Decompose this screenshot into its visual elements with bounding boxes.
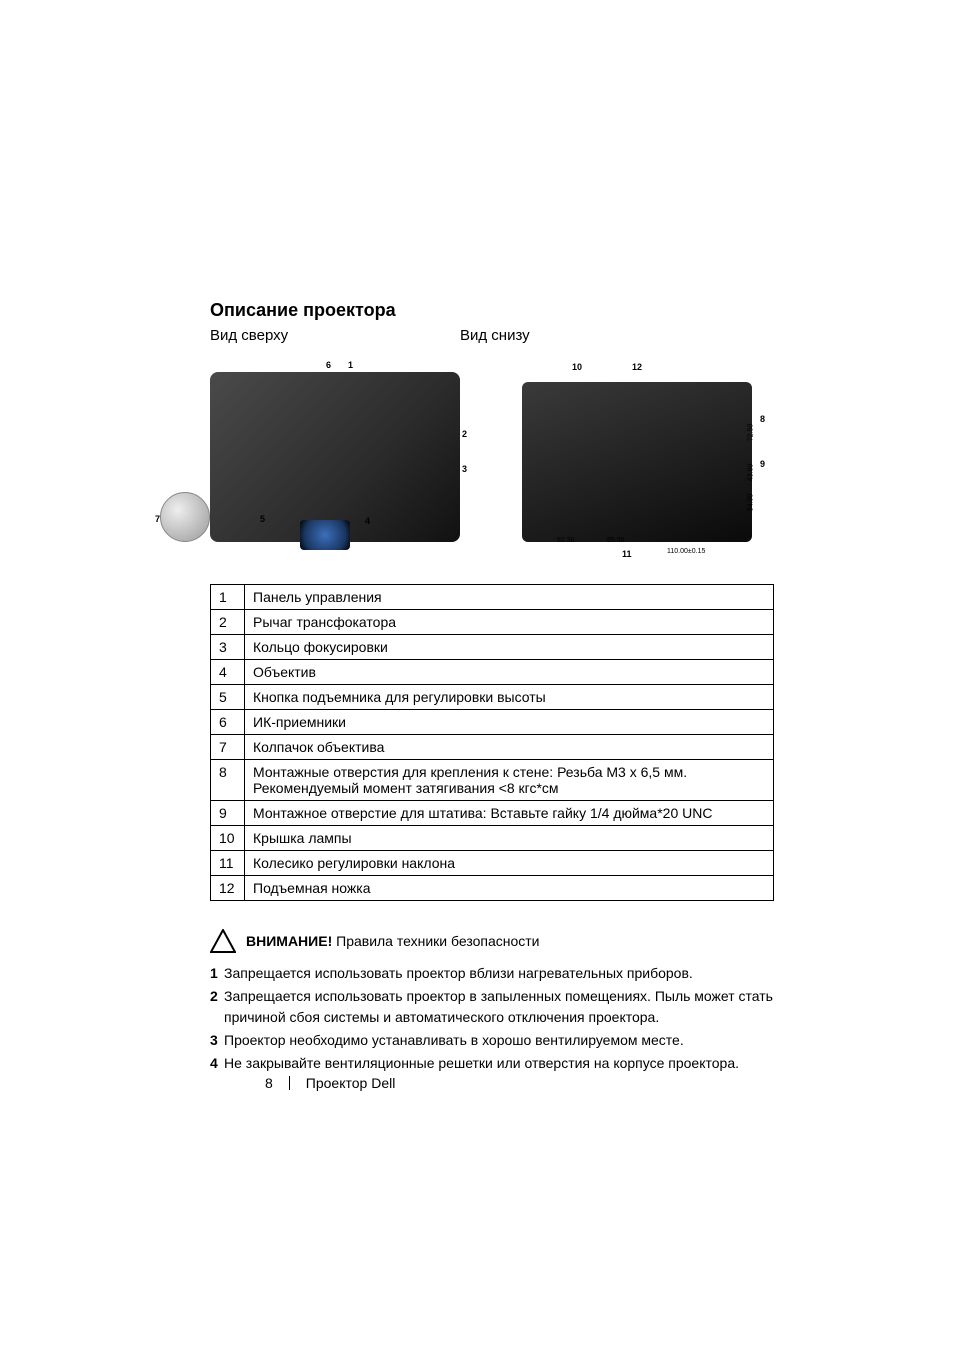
table-row: 9Монтажное отверстие для штатива: Вставь… bbox=[211, 801, 774, 826]
safety-item: 4 Не закрывайте вентиляционные решетки и… bbox=[210, 1053, 774, 1073]
parts-table: 1Панель управления 2Рычаг трансфокатора … bbox=[210, 584, 774, 901]
table-row: 5Кнопка подъемника для регулировки высот… bbox=[211, 685, 774, 710]
callout-11: 11 bbox=[622, 549, 632, 559]
safety-text: Проектор необходимо устанавливать в хоро… bbox=[224, 1030, 684, 1050]
part-desc: Панель управления bbox=[245, 585, 774, 610]
table-row: 7Колпачок объектива bbox=[211, 735, 774, 760]
part-desc: Монтажное отверстие для штатива: Вставьт… bbox=[245, 801, 774, 826]
images-row: 6 1 2 3 4 5 7 10 12 8 9 11 82.30 55.00 1… bbox=[210, 354, 774, 554]
warning-text: ВНИМАНИЕ! Правила техники безопасности bbox=[246, 933, 540, 949]
part-num: 1 bbox=[211, 585, 245, 610]
part-desc: Кольцо фокусировки bbox=[245, 635, 774, 660]
callout-4: 4 bbox=[365, 516, 370, 526]
callout-7: 7 bbox=[155, 514, 160, 524]
top-view-figure: 6 1 2 3 4 5 7 bbox=[210, 354, 482, 542]
part-num: 2 bbox=[211, 610, 245, 635]
projector-bottom-illustration bbox=[522, 382, 752, 542]
part-desc: Колесико регулировки наклона bbox=[245, 851, 774, 876]
callout-12: 12 bbox=[632, 362, 642, 372]
safety-text: Не закрывайте вентиляционные решетки или… bbox=[224, 1053, 739, 1073]
safety-num: 4 bbox=[210, 1053, 224, 1073]
dim-55-00: 55.00 bbox=[607, 537, 625, 544]
part-desc: ИК-приемники bbox=[245, 710, 774, 735]
page-footer: 8 Проектор Dell bbox=[265, 1075, 395, 1091]
part-desc: Крышка лампы bbox=[245, 826, 774, 851]
page-number: 8 bbox=[265, 1075, 273, 1091]
callout-5: 5 bbox=[260, 514, 265, 524]
table-row: 11Колесико регулировки наклона bbox=[211, 851, 774, 876]
part-desc: Кнопка подъемника для регулировки высоты bbox=[245, 685, 774, 710]
table-row: 4Объектив bbox=[211, 660, 774, 685]
table-row: 2Рычаг трансфокатора bbox=[211, 610, 774, 635]
top-view-label: Вид сверху bbox=[210, 327, 460, 344]
part-desc: Подъемная ножка bbox=[245, 876, 774, 901]
table-row: 1Панель управления bbox=[211, 585, 774, 610]
callout-1: 1 bbox=[348, 360, 353, 370]
part-desc: Рычаг трансфокатора bbox=[245, 610, 774, 635]
part-desc: Монтажные отверстия для крепления к стен… bbox=[245, 760, 774, 801]
table-row: 3Кольцо фокусировки bbox=[211, 635, 774, 660]
callout-2: 2 bbox=[462, 429, 467, 439]
callout-6: 6 bbox=[326, 360, 331, 370]
callout-3: 3 bbox=[462, 464, 467, 474]
warning-caution: ВНИМАНИЕ! bbox=[246, 933, 332, 949]
part-num: 11 bbox=[211, 851, 245, 876]
callout-10: 10 bbox=[572, 362, 582, 372]
footer-title: Проектор Dell bbox=[306, 1075, 396, 1091]
table-row: 12Подъемная ножка bbox=[211, 876, 774, 901]
safety-item: 3 Проектор необходимо устанавливать в хо… bbox=[210, 1030, 774, 1050]
part-num: 4 bbox=[211, 660, 245, 685]
dim-110: 110.00±0.15 bbox=[667, 548, 705, 555]
view-labels-row: Вид сверху Вид снизу bbox=[210, 327, 774, 344]
warning-title: Правила техники безопасности bbox=[336, 933, 539, 949]
dim-72-50: 72.50 bbox=[747, 424, 754, 442]
safety-list: 1 Запрещается использовать проектор вбли… bbox=[210, 963, 774, 1073]
page: Описание проектора Вид сверху Вид снизу … bbox=[0, 0, 954, 1351]
section-heading: Описание проектора bbox=[210, 300, 774, 321]
projector-top-illustration bbox=[210, 372, 460, 542]
table-row: 10Крышка лампы bbox=[211, 826, 774, 851]
warning-triangle-icon bbox=[210, 929, 236, 953]
bottom-view-label: Вид снизу bbox=[460, 327, 530, 344]
warning-heading: ВНИМАНИЕ! Правила техники безопасности bbox=[210, 929, 774, 953]
lens-cap-illustration bbox=[160, 492, 210, 542]
part-num: 3 bbox=[211, 635, 245, 660]
part-num: 8 bbox=[211, 760, 245, 801]
safety-item: 2 Запрещается использовать проектор в за… bbox=[210, 986, 774, 1027]
table-row: 6ИК-приемники bbox=[211, 710, 774, 735]
part-num: 7 bbox=[211, 735, 245, 760]
callout-8: 8 bbox=[760, 414, 765, 424]
part-num: 12 bbox=[211, 876, 245, 901]
footer-separator bbox=[289, 1076, 290, 1090]
callout-9: 9 bbox=[760, 459, 765, 469]
parts-table-body: 1Панель управления 2Рычаг трансфокатора … bbox=[211, 585, 774, 901]
part-num: 10 bbox=[211, 826, 245, 851]
dim-82-30: 82.30 bbox=[557, 537, 575, 544]
dim-43-60: 43.60 bbox=[747, 464, 754, 482]
safety-text: Запрещается использовать проектор вблизи… bbox=[224, 963, 693, 983]
part-num: 9 bbox=[211, 801, 245, 826]
safety-text: Запрещается использовать проектор в запы… bbox=[224, 986, 774, 1027]
part-num: 6 bbox=[211, 710, 245, 735]
safety-num: 3 bbox=[210, 1030, 224, 1050]
part-desc: Объектив bbox=[245, 660, 774, 685]
part-num: 5 bbox=[211, 685, 245, 710]
safety-num: 2 bbox=[210, 986, 224, 1027]
safety-item: 1 Запрещается использовать проектор вбли… bbox=[210, 963, 774, 983]
dim-54-00: 54.00 bbox=[747, 494, 754, 512]
safety-num: 1 bbox=[210, 963, 224, 983]
bottom-view-figure: 10 12 8 9 11 82.30 55.00 110.00±0.15 72.… bbox=[502, 354, 774, 542]
part-desc: Колпачок объектива bbox=[245, 735, 774, 760]
table-row: 8Монтажные отверстия для крепления к сте… bbox=[211, 760, 774, 801]
